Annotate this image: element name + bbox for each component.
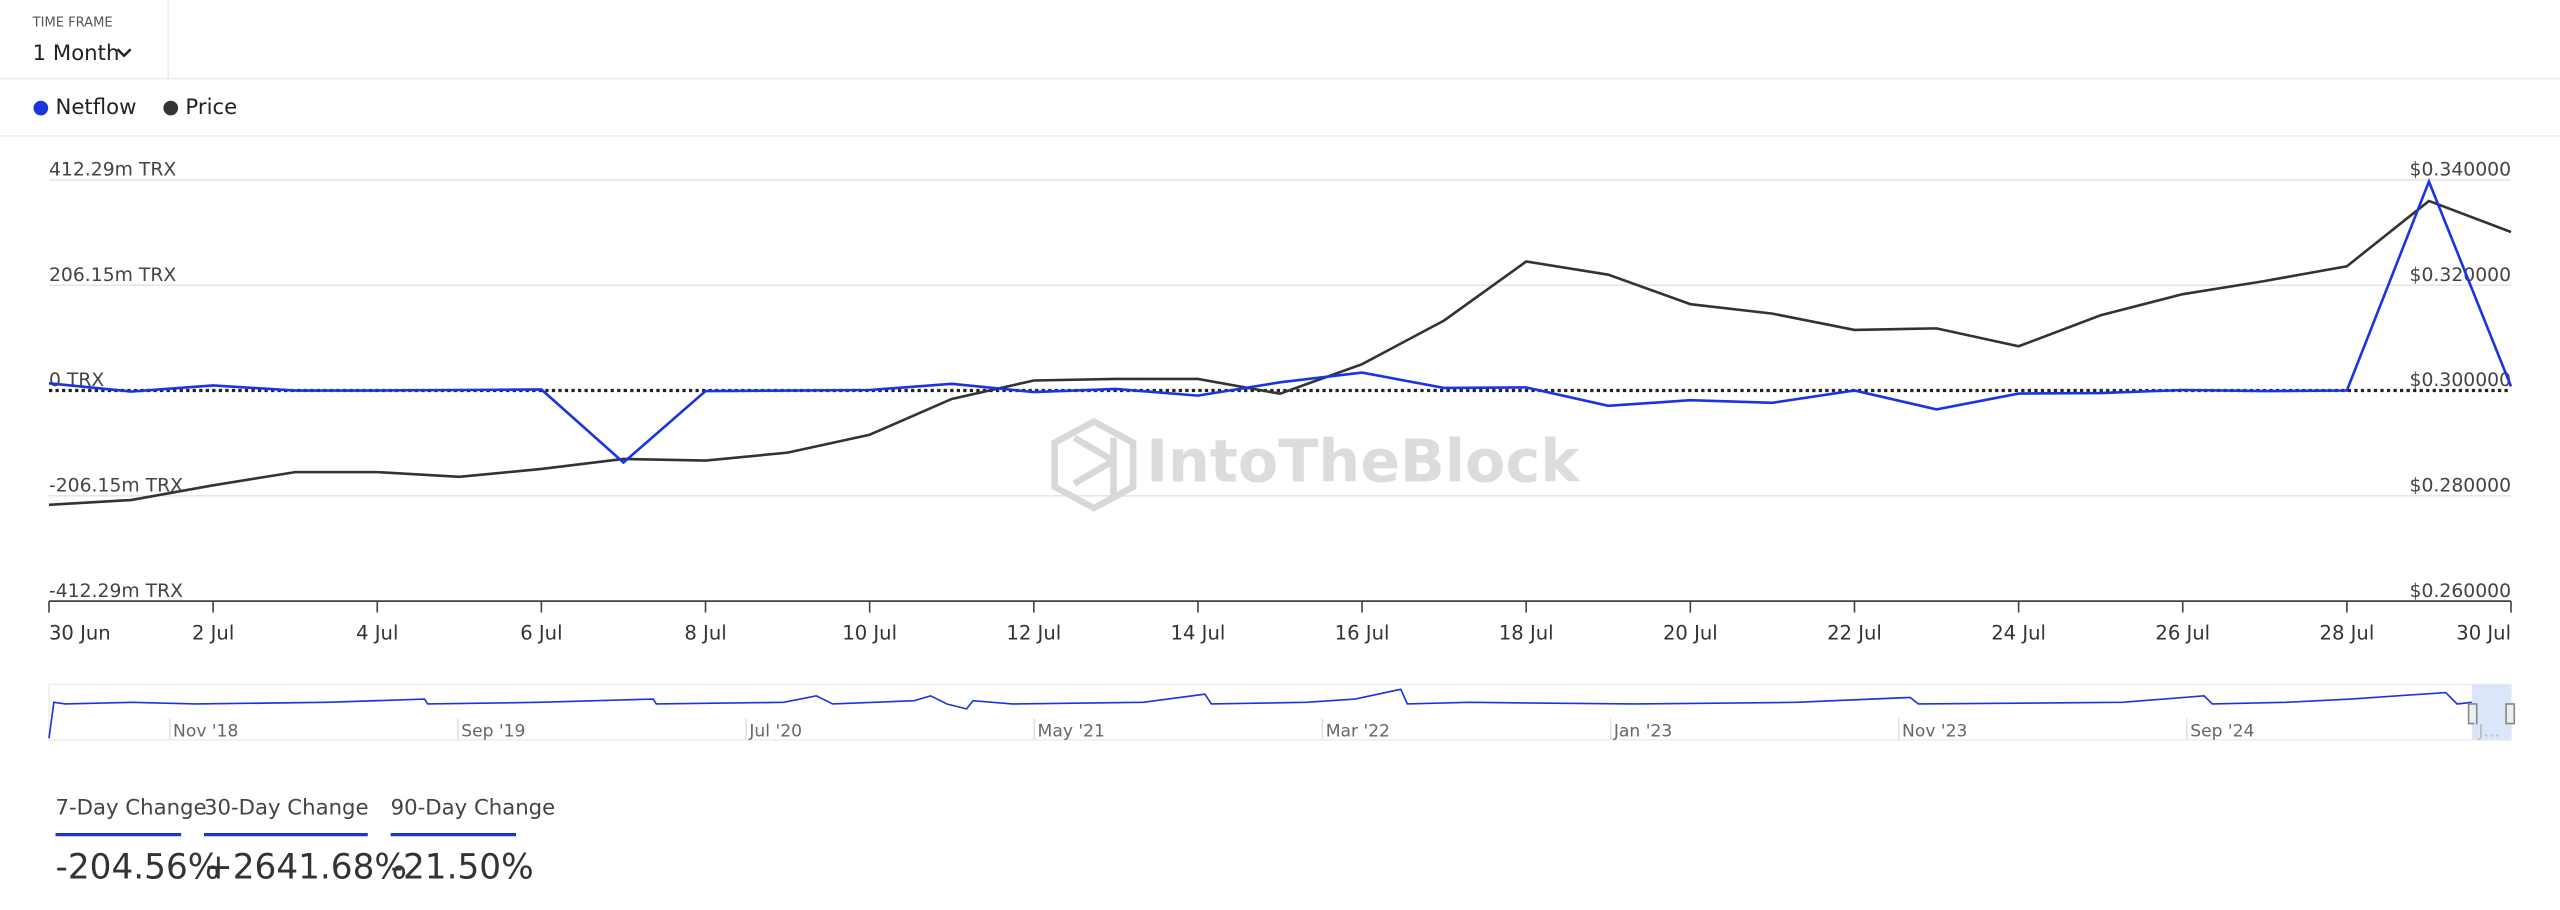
x-tick-label: 4 Jul	[356, 621, 398, 644]
x-tick-label: 14 Jul	[1171, 621, 1226, 644]
navigator-line	[48, 688, 2472, 739]
x-tick-label: 6 Jul	[520, 621, 562, 644]
legend-label[interactable]: Netflow	[56, 95, 137, 120]
legend-marker	[33, 100, 49, 116]
navigator-label: Jul '20	[748, 722, 802, 742]
navigator-label: J...	[2477, 722, 2499, 742]
x-tick-label: 12 Jul	[1006, 621, 1061, 644]
navigator[interactable]	[48, 683, 2512, 741]
x-tick-label: 16 Jul	[1335, 621, 1390, 644]
x-tick-label: 18 Jul	[1499, 621, 1554, 644]
navigator-labels: Nov '18 Sep '19 Jul '20 May '21 Mar '22 Jan '…	[168, 718, 2500, 742]
navigator-label: May '21	[1038, 722, 1105, 742]
x-tick-label: 8 Jul	[684, 621, 726, 644]
x-tick-label: 24 Jul	[1991, 621, 2046, 644]
navigator-label: Nov '18	[173, 722, 238, 742]
navigator-label: Sep '19	[461, 722, 525, 742]
stat-label[interactable]: 7-Day Change	[56, 795, 207, 820]
y2-tick-label: $0.340000	[2410, 160, 2511, 181]
navigator-label: Mar '22	[1326, 722, 1390, 742]
legend: Netflow Price	[33, 95, 237, 120]
x-tick-label: 28 Jul	[2320, 621, 2375, 644]
dropdown-icon[interactable]	[116, 48, 132, 58]
stat-label[interactable]: 90-Day Change	[391, 795, 556, 820]
x-tick-label: 2 Jul	[192, 621, 234, 644]
x-tick-label: 20 Jul	[1663, 621, 1718, 644]
x-tick-label: 10 Jul	[842, 621, 897, 644]
y2-tick-label: $0.320000	[2410, 265, 2511, 286]
stat-value: -204.56%	[56, 847, 221, 887]
y2-tick-label: $0.260000	[2410, 581, 2511, 602]
navigator-selection[interactable]	[2471, 684, 2512, 740]
watermark-logo	[1051, 417, 1137, 512]
navigator-handle[interactable]	[2505, 703, 2516, 725]
legend-label[interactable]: Price	[185, 95, 237, 120]
stat-value: +2641.68%	[204, 847, 407, 887]
navigator-label: Sep '24	[2190, 722, 2254, 742]
y-tick-label: -206.15m TRX	[49, 476, 183, 497]
y-tick-label: 412.29m TRX	[49, 160, 176, 181]
stat-value: -21.50%	[391, 847, 534, 887]
series-line	[48, 178, 2513, 465]
y-tick-label: 206.15m TRX	[49, 265, 176, 286]
stats: 7-Day Change -204.56% 30-Day Change +2641.6…	[56, 795, 556, 887]
legend-marker	[163, 100, 179, 116]
navigator-label: Nov '23	[1902, 722, 1967, 742]
navigator-handle[interactable]	[2467, 703, 2478, 725]
watermark: IntoTheBlock	[1146, 427, 1581, 496]
stat-label[interactable]: 30-Day Change	[204, 795, 369, 820]
y2-tick-label: $0.300000	[2410, 370, 2511, 391]
x-tick-label: 30 Jun	[49, 621, 111, 644]
series-line	[48, 199, 2512, 507]
y2-tick-label: $0.280000	[2410, 476, 2511, 497]
y-tick-label: -412.29m TRX	[49, 581, 183, 602]
navigator-label: Jan '23	[1613, 722, 1672, 742]
x-tick-label: 30 Jul	[2456, 621, 2511, 644]
x-tick-label: 22 Jul	[1827, 621, 1882, 644]
timeframe-label: TIME FRAME	[32, 16, 113, 31]
timeframe-select[interactable]: 1 Month	[33, 41, 120, 66]
x-tick-label: 26 Jul	[2155, 621, 2210, 644]
